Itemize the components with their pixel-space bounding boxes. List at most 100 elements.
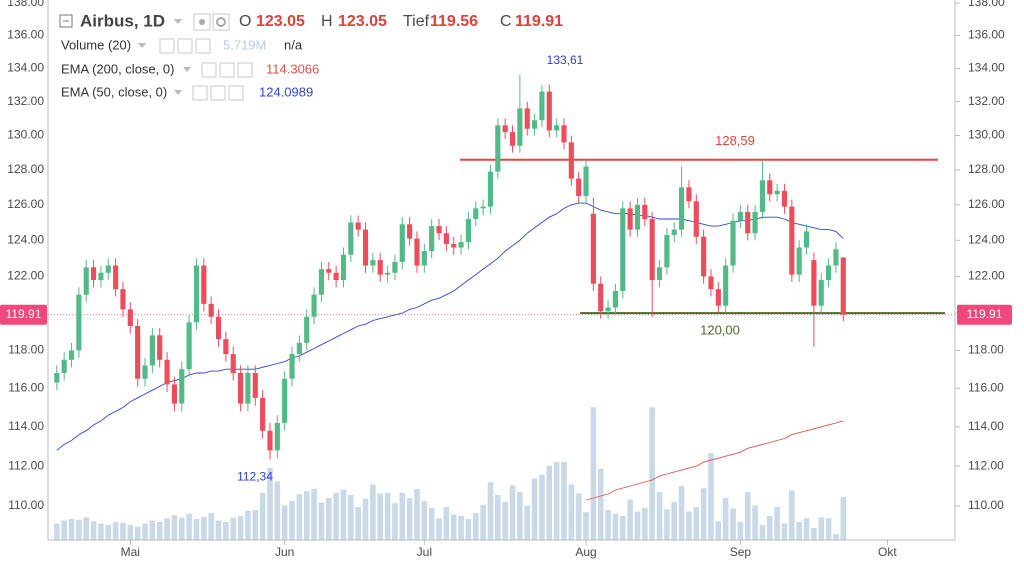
candle-body <box>465 218 471 243</box>
candle-body <box>282 378 288 423</box>
caret[interactable] <box>174 19 182 24</box>
candle-body <box>193 265 200 323</box>
volume-bar <box>465 519 472 540</box>
volume-bar <box>693 507 700 540</box>
candle-body <box>296 342 302 355</box>
candle-body <box>509 132 516 146</box>
eye-button[interactable] <box>192 85 208 101</box>
settings-button[interactable] <box>219 62 235 78</box>
candle-body <box>355 222 361 230</box>
volume-bar <box>193 519 200 540</box>
candle-body <box>304 316 310 343</box>
volume-bar <box>208 513 214 540</box>
ema-line <box>56 202 844 451</box>
caret[interactable] <box>138 43 146 48</box>
volume-bar <box>472 513 479 540</box>
ohlc-label: C <box>500 13 512 30</box>
volume-bar <box>392 503 398 540</box>
volume-bar <box>303 491 310 540</box>
volume-bar <box>436 518 442 540</box>
y-tick-label: 138.00 <box>7 0 44 9</box>
settings-button[interactable] <box>212 13 230 31</box>
volume-bar <box>171 515 178 540</box>
remove-button[interactable] <box>195 38 211 54</box>
candle-body <box>127 309 133 327</box>
candle-body <box>803 231 810 248</box>
candle-body <box>781 190 788 207</box>
volume-bar <box>267 468 273 540</box>
volume-bar <box>406 498 413 540</box>
y-tick-label: 114.00 <box>968 419 1004 433</box>
candle-body <box>171 384 177 404</box>
x-tick-label: Mai <box>121 545 140 559</box>
candle-body <box>230 354 236 374</box>
settings-button[interactable] <box>210 85 226 101</box>
candle-body <box>737 211 743 221</box>
candle-body <box>208 303 214 317</box>
candle-body <box>546 91 552 131</box>
indicator-value: 5.719M <box>223 37 266 52</box>
candle-body <box>436 226 442 234</box>
candle-body <box>612 290 618 308</box>
volume-bar <box>142 523 148 540</box>
candle-body <box>539 91 545 121</box>
candle-body <box>260 397 266 431</box>
candle-body <box>377 260 383 275</box>
candle-body <box>796 247 802 275</box>
volume-bar <box>105 525 112 540</box>
indicator-status: n/a <box>284 37 303 52</box>
candle-body <box>524 108 530 129</box>
price-box <box>0 304 47 325</box>
indicator-name: EMA (50, close, 0) <box>61 84 167 99</box>
candle-body <box>421 251 427 266</box>
x-tick-label: Jul <box>417 545 432 559</box>
x-tick-label: Jun <box>275 545 294 559</box>
settings-button[interactable] <box>177 38 193 54</box>
candle-body <box>561 125 567 143</box>
caret[interactable] <box>174 90 182 95</box>
candle-body <box>502 125 508 133</box>
x-tick-label: Aug <box>575 545 596 559</box>
candle-body <box>451 243 457 248</box>
volume-bar <box>458 516 464 540</box>
ohlc-value: 119.56 <box>430 13 478 30</box>
volume-bar <box>384 492 391 540</box>
remove-button[interactable] <box>237 62 253 78</box>
volume-bar <box>289 501 295 540</box>
y-tick-label: 126.00 <box>968 197 1005 211</box>
y-tick-label: 136.00 <box>7 28 44 42</box>
candle-body <box>811 260 817 306</box>
volume-bar <box>774 507 780 540</box>
candle-body <box>98 272 104 281</box>
candle-body <box>487 171 494 207</box>
volume-bar <box>399 492 406 540</box>
eye-button[interactable] <box>201 62 217 78</box>
remove-button[interactable] <box>228 85 244 101</box>
volume-bar <box>377 493 384 540</box>
candle-body <box>326 269 332 273</box>
candle-body <box>90 267 97 281</box>
candle-body <box>318 269 324 295</box>
caret[interactable] <box>183 67 191 72</box>
volume-bar <box>818 517 825 540</box>
volume-bar <box>443 507 450 540</box>
candle-body <box>656 267 663 281</box>
candle-body <box>693 201 699 237</box>
y-tick-label: 112.00 <box>968 458 1004 472</box>
candle-body <box>789 206 795 275</box>
candle-body <box>517 108 523 146</box>
eye-button[interactable] <box>159 38 175 54</box>
volume-bar <box>487 482 494 540</box>
volume-bar <box>201 516 207 540</box>
candle-body <box>149 335 155 366</box>
volume-bar <box>546 465 553 540</box>
candle-body <box>590 213 596 284</box>
candle-body <box>649 218 655 281</box>
y-tick-label: 114.00 <box>8 419 44 433</box>
candle-body <box>568 142 574 179</box>
volume-bar <box>223 522 229 540</box>
candle-body <box>414 238 420 266</box>
candle-body <box>201 265 207 304</box>
candle-body <box>267 430 273 451</box>
candle-body <box>767 180 773 195</box>
